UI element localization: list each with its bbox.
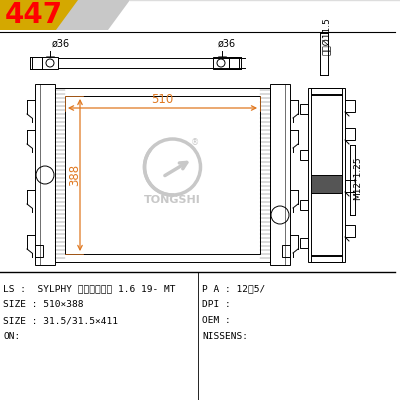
Text: 内孔Ø11.5: 内孔Ø11.5 (322, 17, 331, 55)
Bar (42, 57, 58, 69)
Bar (35, 84, 55, 265)
Bar (311, 88, 342, 95)
Text: ON:: ON: (3, 332, 20, 341)
Text: ø36: ø36 (52, 39, 70, 49)
Text: 510: 510 (151, 93, 174, 106)
Bar (345, 100, 355, 112)
Text: ø36: ø36 (218, 39, 236, 49)
Text: SIZE : 31.5/31.5×411: SIZE : 31.5/31.5×411 (3, 316, 118, 325)
Text: NISSENS:: NISSENS: (202, 332, 248, 341)
Text: 388: 388 (68, 164, 82, 186)
Text: M12*1.25: M12*1.25 (354, 156, 362, 200)
Polygon shape (56, 0, 130, 30)
Bar (270, 84, 290, 265)
Bar (282, 245, 290, 257)
Bar (300, 104, 308, 114)
Bar (229, 57, 239, 69)
Text: LS :  SYLPHY 第十四代轩适 1.6 19- MT: LS : SYLPHY 第十四代轩适 1.6 19- MT (3, 284, 176, 293)
Bar (65, 96, 260, 254)
Bar (300, 200, 308, 210)
Text: ®: ® (190, 138, 199, 147)
Bar (311, 175, 342, 193)
Text: 447: 447 (5, 1, 63, 29)
Text: TONGSHI: TONGSHI (144, 195, 201, 205)
Bar (308, 88, 345, 262)
Bar (35, 245, 43, 257)
Bar (300, 238, 308, 248)
Bar (311, 255, 342, 262)
Bar (345, 180, 355, 192)
Bar (345, 128, 355, 140)
Bar (55, 88, 270, 262)
Bar (32, 57, 42, 69)
Polygon shape (0, 0, 110, 30)
Bar (345, 225, 355, 237)
Bar (213, 57, 229, 69)
Text: OEM :: OEM : (202, 316, 231, 325)
Text: DPI :: DPI : (202, 300, 231, 309)
Text: P A : 12泥5/: P A : 12泥5/ (202, 284, 265, 293)
Bar (300, 150, 308, 160)
Bar (311, 94, 342, 256)
Text: SIZE : 510×388: SIZE : 510×388 (3, 300, 84, 309)
